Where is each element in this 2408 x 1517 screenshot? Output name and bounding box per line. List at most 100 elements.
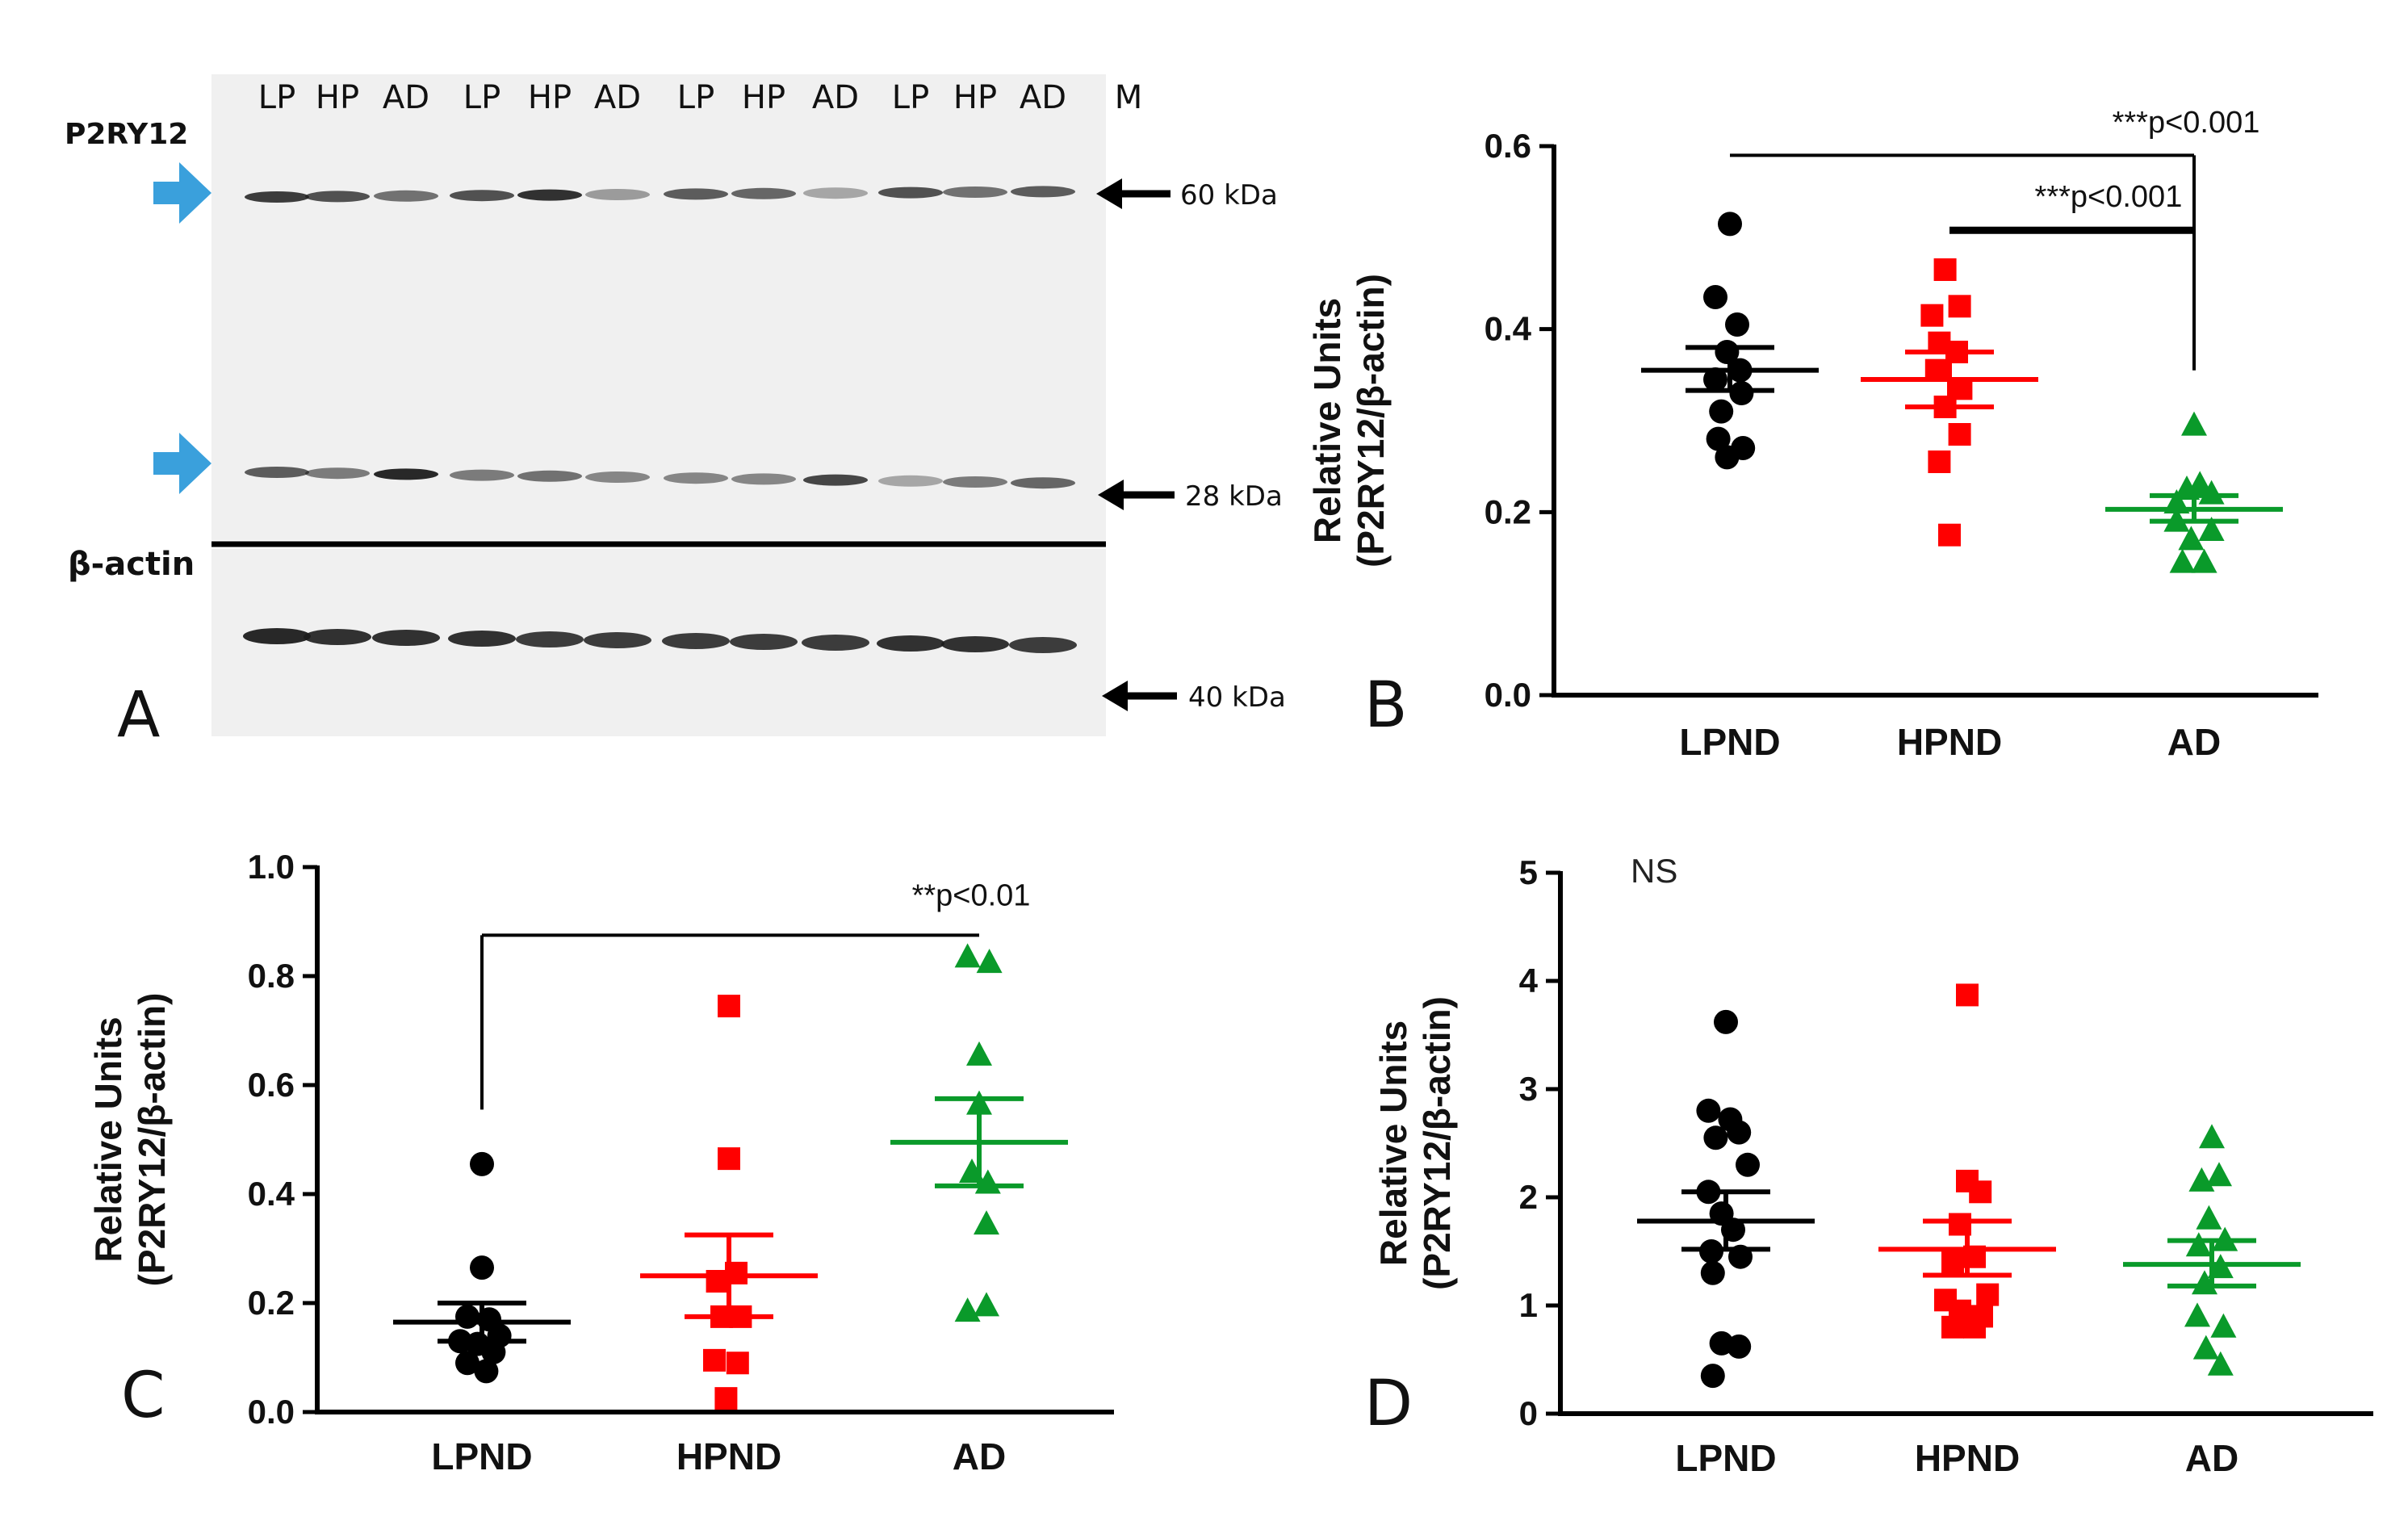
series-ad <box>2105 411 2283 573</box>
protein-label: P2RY12 <box>65 118 188 151</box>
data-point <box>1933 258 1957 281</box>
x-category-label: AD <box>2185 1437 2238 1479</box>
lane-label: LP <box>892 79 929 116</box>
y-axis-title-line1: Relative Units <box>1372 1020 1414 1266</box>
band-beta-actin <box>243 628 311 644</box>
band-60kda <box>245 191 309 203</box>
data-point <box>726 1351 749 1375</box>
data-point <box>1956 983 1979 1007</box>
x-category-label: HPND <box>676 1435 781 1477</box>
blue-arrow-60kda-icon <box>153 162 211 224</box>
data-point <box>954 943 981 968</box>
y-tick-label: 0.2 <box>1485 492 1531 530</box>
data-point <box>1938 523 1961 547</box>
series-ad <box>890 943 1068 1322</box>
data-point <box>470 1255 494 1280</box>
band-28kda <box>450 469 514 481</box>
lane-label: HP <box>953 79 997 116</box>
panel-letter: C <box>121 1360 165 1432</box>
data-point <box>1736 1152 1760 1177</box>
data-point <box>1969 1180 1992 1204</box>
data-point <box>966 1041 992 1066</box>
data-point <box>1920 304 1944 327</box>
data-point <box>703 1348 726 1372</box>
band-beta-actin <box>941 636 1009 652</box>
x-category-label: LPND <box>1675 1437 1776 1479</box>
y-tick-label: 0.4 <box>248 1175 295 1213</box>
band-28kda <box>731 473 796 485</box>
band-beta-actin <box>730 634 798 650</box>
data-point <box>1703 285 1727 309</box>
panel-letter: D <box>1364 1368 1413 1440</box>
band-beta-actin <box>802 635 869 651</box>
data-point <box>1709 399 1734 424</box>
lane-label: HP <box>316 79 359 116</box>
y-tick-label: 1.0 <box>248 848 295 886</box>
significance-label: ***p<0.001 <box>2035 180 2183 214</box>
y-axis-title-line2: (P2RY12/β-actin) <box>1416 996 1458 1290</box>
band-60kda <box>803 187 868 199</box>
data-point <box>1928 450 1951 473</box>
chart-b: 0.0 0.2 0.4 0.6 LPND HPND AD Relative Units (P2R… <box>1306 106 2318 763</box>
data-point <box>2210 1313 2237 1338</box>
data-point <box>1941 1251 1964 1274</box>
series-lpnd <box>1637 1009 1815 1389</box>
marker-arrow-28kda-icon <box>1098 480 1175 510</box>
band-60kda <box>305 191 370 203</box>
lane-labels: LP HP AD LP HP AD LP HP AD LP HP AD M <box>258 79 1142 116</box>
marker-label-28kda: 28 kDa <box>1185 480 1283 513</box>
x-category-label: AD <box>2167 721 2221 763</box>
band-28kda <box>1011 477 1075 489</box>
lane-label: AD <box>812 79 859 116</box>
data-point <box>1696 1098 1721 1123</box>
data-point <box>1729 381 1754 405</box>
ns-label: NS <box>1631 852 1677 890</box>
blot-membrane-upper <box>211 74 1106 540</box>
lane-label: LP <box>258 79 295 116</box>
data-point <box>455 1351 480 1376</box>
data-point <box>1703 367 1727 392</box>
y-axis-title-line1: Relative Units <box>87 1016 129 1262</box>
band-60kda <box>1011 186 1075 198</box>
series-lpnd <box>1641 212 1819 470</box>
band-60kda <box>943 186 1007 198</box>
x-category-label: AD <box>953 1435 1006 1477</box>
data-point <box>974 1292 999 1317</box>
data-point <box>2199 1124 2225 1149</box>
data-point <box>1963 1315 1986 1339</box>
marker-arrow-60kda-icon <box>1096 178 1170 209</box>
data-point <box>1714 1009 1738 1034</box>
lane-label: M <box>1115 79 1143 116</box>
data-point <box>470 1151 494 1176</box>
y-axis-title-line2: (P2RY12/β-actin) <box>131 993 173 1287</box>
marker-label-40kda: 40 kDa <box>1188 681 1286 714</box>
data-point <box>2196 1205 2222 1230</box>
x-category-label: LPND <box>431 1435 532 1477</box>
band-60kda <box>374 190 438 202</box>
data-point <box>1727 1120 1752 1145</box>
band-28kda <box>517 470 582 482</box>
panel-letter-a: A <box>117 679 160 752</box>
data-point <box>706 1270 729 1293</box>
data-point <box>2188 1167 2215 1192</box>
data-point <box>2206 1162 2232 1187</box>
data-point <box>2198 517 2225 541</box>
band-60kda <box>731 187 796 199</box>
y-tick-label: 5 <box>1519 853 1538 891</box>
band-28kda <box>878 475 943 487</box>
y-tick-label: 0 <box>1519 1394 1538 1432</box>
lane-label: AD <box>383 79 429 116</box>
data-point <box>455 1304 480 1329</box>
data-point <box>954 1297 981 1322</box>
data-point <box>2187 471 2213 496</box>
band-60kda <box>878 186 943 199</box>
data-point <box>481 1339 506 1364</box>
band-28kda <box>305 467 370 480</box>
band-beta-actin <box>584 632 651 648</box>
band-60kda <box>517 189 582 201</box>
band-28kda <box>943 476 1007 488</box>
chart-c: 0.0 0.2 0.4 0.6 0.8 1.0 LPND HPND AD Relative Uni… <box>87 848 1114 1477</box>
significance-label: ***p<0.001 <box>2113 106 2260 140</box>
y-tick-label: 0.8 <box>248 957 295 995</box>
